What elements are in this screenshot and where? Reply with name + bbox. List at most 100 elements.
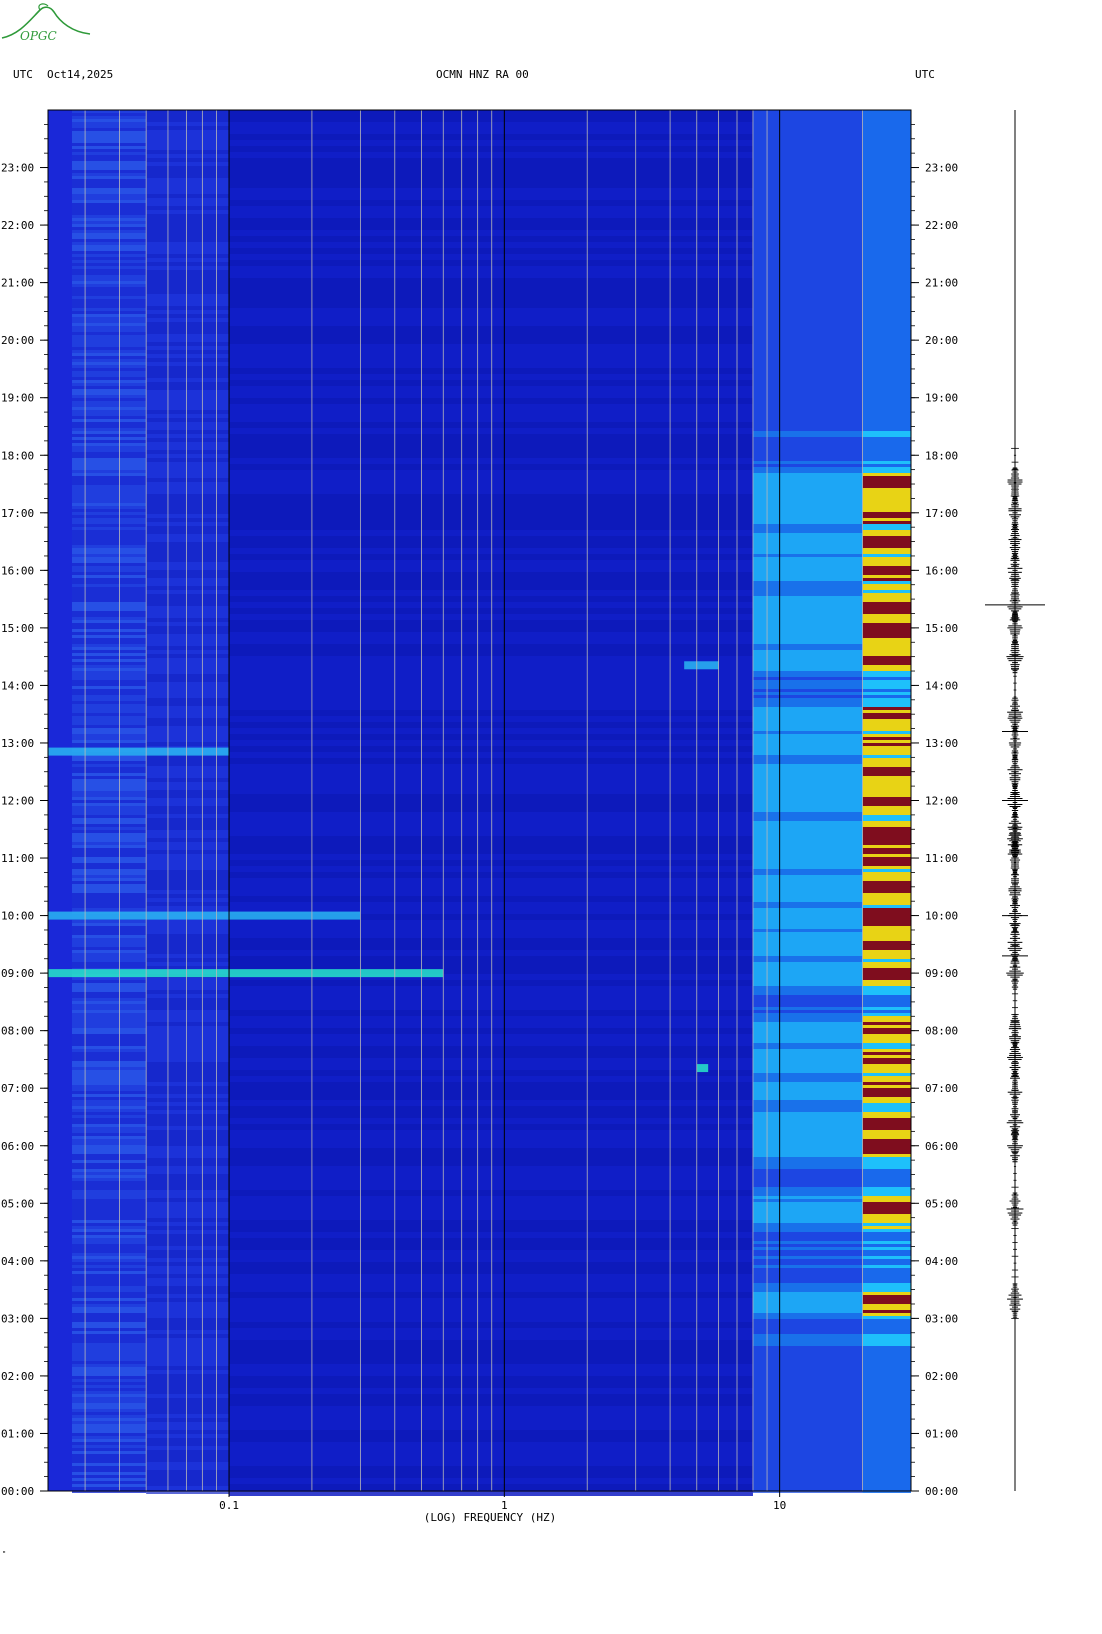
lowfreq-band (146, 942, 230, 946)
highfreq-peak-band (862, 1331, 911, 1334)
highfreq-band (752, 1256, 863, 1259)
lowfreq-band (146, 1486, 230, 1490)
highfreq-band (752, 1430, 863, 1433)
highfreq-peak-band (862, 1151, 911, 1154)
lowfreq-band (146, 150, 230, 154)
highfreq-band (752, 632, 863, 635)
lowfreq-band (146, 322, 230, 326)
midfreq-band (229, 776, 753, 782)
highfreq-peak-band (862, 1031, 911, 1034)
midfreq-band (229, 674, 753, 680)
midfreq-band (229, 632, 753, 638)
highfreq-peak-band (862, 1274, 911, 1277)
lowfreq-band (146, 1290, 230, 1294)
highfreq-band (752, 776, 863, 779)
lowfreq-band (72, 611, 147, 614)
highfreq-peak-band (862, 548, 911, 551)
lowfreq-band (72, 188, 147, 191)
highfreq-band (752, 662, 863, 665)
header-date: Oct14,2025 (47, 68, 114, 81)
lowfreq-band (146, 522, 230, 526)
lowfreq-band (146, 554, 230, 558)
midfreq-band (229, 614, 753, 620)
highfreq-peak-band (862, 671, 911, 674)
highfreq-band (752, 545, 863, 548)
highfreq-band (752, 1421, 863, 1424)
highfreq-band (752, 1403, 863, 1406)
highfreq-band (752, 656, 863, 659)
highfreq-band (752, 146, 863, 149)
lowfreq-band (72, 602, 147, 605)
highfreq-peak-band (862, 176, 911, 179)
highfreq-peak-band (862, 1199, 911, 1202)
midfreq-band (229, 794, 753, 800)
lowfreq-band (72, 929, 147, 932)
lowfreq-band (72, 1433, 147, 1436)
lowfreq-band (146, 918, 230, 922)
lowfreq-band (146, 818, 230, 822)
highfreq-band (752, 1361, 863, 1364)
lowfreq-band (146, 566, 230, 570)
highfreq-peak-band (862, 143, 911, 146)
midfreq-band (229, 1214, 753, 1220)
midfreq-band (229, 1424, 753, 1430)
lowfreq-band (146, 598, 230, 602)
highfreq-band (752, 1181, 863, 1184)
right-time-tick-label: 02:00 (925, 1370, 958, 1383)
midfreq-band (229, 1274, 753, 1280)
lowfreq-band (146, 534, 230, 538)
midfreq-band (229, 878, 753, 884)
lowfreq-band (146, 1126, 230, 1130)
midfreq-band (229, 746, 753, 752)
midfreq-band (229, 1112, 753, 1118)
lowfreq-band (146, 990, 230, 994)
highfreq-peak-band (862, 992, 911, 995)
highfreq-peak-band (862, 110, 911, 113)
lowfreq-band (72, 1289, 147, 1292)
midfreq-band (229, 542, 753, 548)
lowfreq-band (72, 821, 147, 824)
lowfreq-band (72, 1184, 147, 1187)
lowfreq-band (72, 773, 147, 776)
lowfreq-band (146, 1394, 230, 1398)
highfreq-band (752, 665, 863, 668)
lowfreq-band (72, 1070, 147, 1073)
lowfreq-band (72, 1424, 147, 1427)
midfreq-band (229, 1094, 753, 1100)
lowfreq-band (146, 1106, 230, 1110)
highfreq-band (752, 350, 863, 353)
lowfreq-band (72, 1388, 147, 1391)
highfreq-band (752, 842, 863, 845)
lowfreq-band (146, 1154, 230, 1158)
lowfreq-band (72, 560, 147, 563)
highfreq-band (752, 677, 863, 680)
highfreq-band (752, 1382, 863, 1385)
highfreq-band (752, 1388, 863, 1391)
highfreq-band (752, 1313, 863, 1316)
highfreq-peak-band (862, 1163, 911, 1166)
highfreq-band (752, 788, 863, 791)
lowfreq-band (72, 1088, 147, 1091)
highfreq-band (752, 164, 863, 167)
event-band (684, 661, 719, 670)
highfreq-band (752, 563, 863, 566)
midfreq-band (229, 908, 753, 914)
highfreq-band (752, 281, 863, 284)
highfreq-peak-band (862, 1133, 911, 1136)
highfreq-band (752, 236, 863, 239)
highfreq-band (752, 1460, 863, 1463)
highfreq-band (752, 836, 863, 839)
lowfreq-band (72, 656, 147, 659)
midfreq-band (229, 740, 753, 746)
highfreq-band (752, 383, 863, 386)
highfreq-peak-band (862, 1010, 911, 1013)
midfreq-band (229, 1340, 753, 1346)
lowfreq-band (72, 908, 147, 911)
midfreq-band (229, 812, 753, 818)
lowfreq-band (72, 1205, 147, 1208)
highfreq-band (752, 356, 863, 359)
highfreq-band (752, 407, 863, 410)
lowfreq-band (146, 878, 230, 882)
highfreq-peak-band (862, 1190, 911, 1193)
midfreq-band (229, 1244, 753, 1250)
